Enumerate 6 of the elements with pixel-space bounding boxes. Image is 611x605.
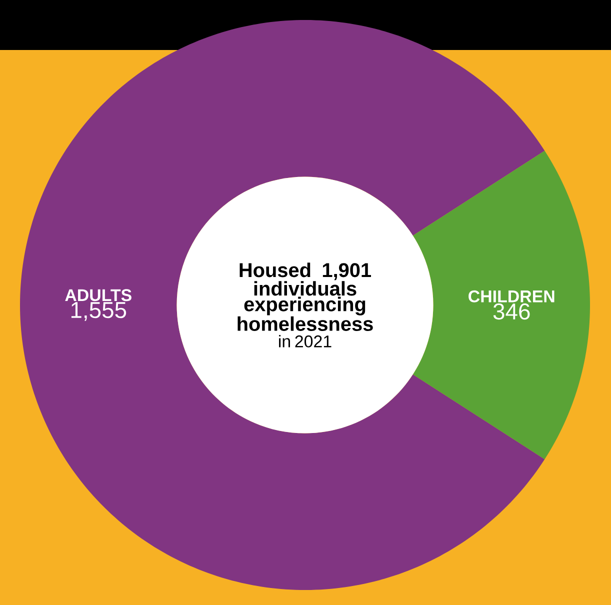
slice-label: CHILDREN [468,290,554,302]
data-label: 1,555 [71,302,126,321]
text: Housed 1,901 individuals experiencing homelessness [238,262,373,331]
slice-label: ADULTS [65,289,132,302]
text: in 2021 [279,334,332,348]
data-label: 346 [493,303,530,320]
